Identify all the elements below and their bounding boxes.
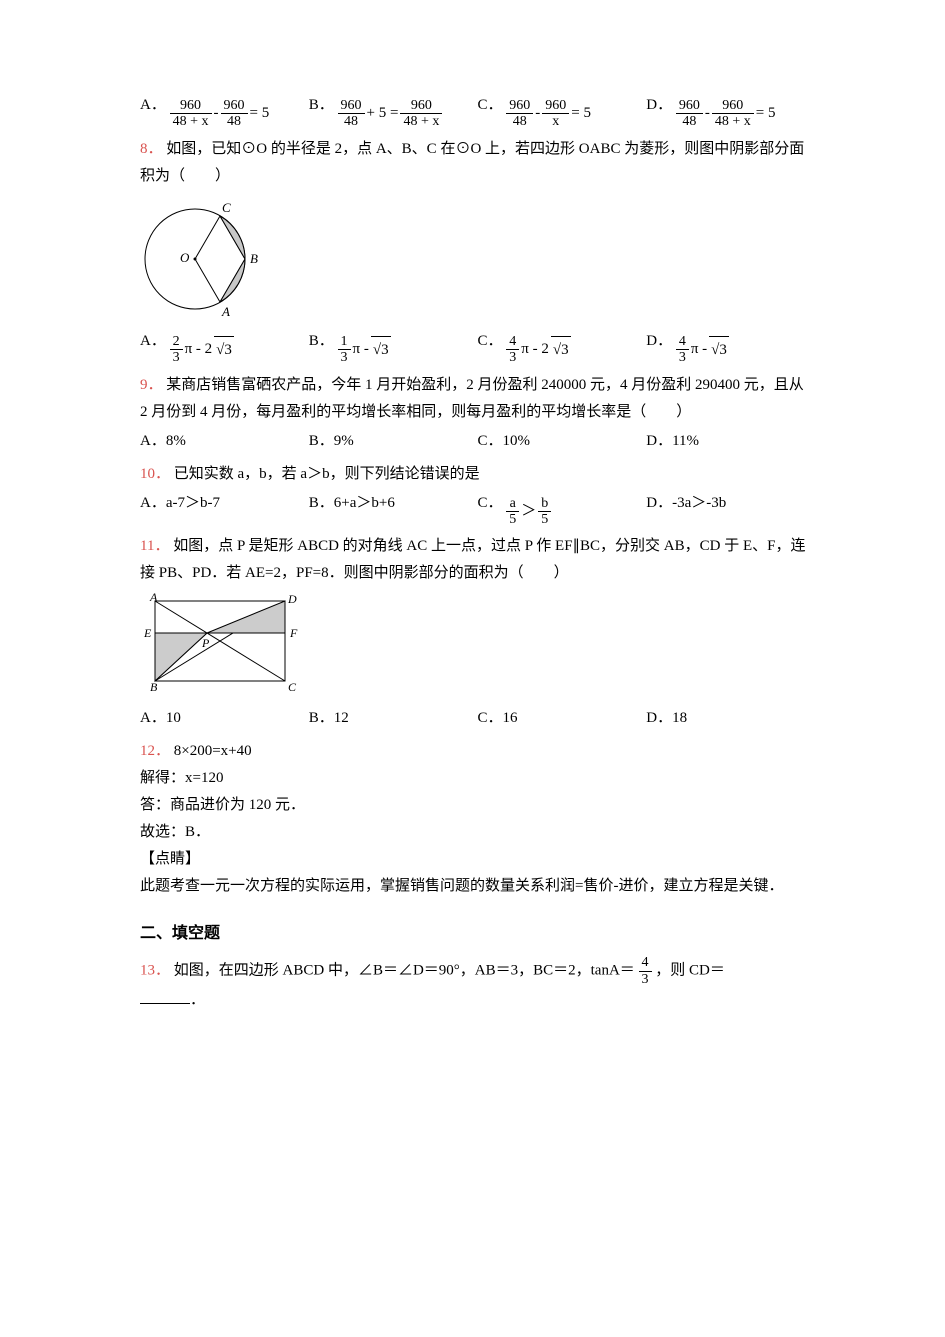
q10-opt-c: C． a5 ＞ b5	[478, 490, 647, 528]
q9-opt-a: A．8%	[140, 428, 309, 455]
lbl-B: B	[250, 251, 258, 266]
q12-line-4: 【点睛】	[140, 846, 815, 873]
q11-opt-b: B．12	[309, 705, 478, 732]
q10-options: A．a-7＞b-7 B．6+a＞b+6 C． a5 ＞ b5 D．-3a＞-3b	[140, 490, 815, 528]
q8-text: 如图，已知⊙O 的半径是 2，点 A、B、C 在⊙O 上，若四边形 OABC 为…	[140, 141, 804, 184]
q13-frac: 43	[639, 955, 652, 987]
q13: 13． 如图，在四边形 ABCD 中，∠B＝∠D＝90°，AB＝3，BC＝2，t…	[140, 955, 815, 987]
q11-options: A．10 B．12 C．16 D．18	[140, 705, 815, 732]
q9-text: 某商店销售富硒农产品，今年 1 月开始盈利，2 月份盈利 240000 元，4 …	[140, 377, 804, 420]
q13-blank-line: ．	[140, 987, 815, 1014]
svg-text:C: C	[288, 680, 297, 694]
q12-line-5: 此题考查一元一次方程的实际运用，掌握销售问题的数量关系利润=售价-进价，建立方程…	[140, 873, 815, 900]
q10-opt-b: B．6+a＞b+6	[309, 490, 478, 528]
q12-number: 12．	[140, 743, 170, 759]
q8: 8． 如图，已知⊙O 的半径是 2，点 A、B、C 在⊙O 上，若四边形 OAB…	[140, 136, 815, 190]
q8-number: 8．	[140, 141, 163, 157]
q8-opt-d: D． 43 π - √3	[646, 328, 815, 366]
q11-diagram: A D E F B C P	[140, 591, 815, 701]
q11-opt-a: A．10	[140, 705, 309, 732]
q8-opt-c: C． 43 π - 2 √3	[478, 328, 647, 366]
q8-diagram: O C B A	[140, 194, 815, 324]
q10-opt-d: D．-3a＞-3b	[646, 490, 815, 528]
q9: 9． 某商店销售富硒农产品，今年 1 月开始盈利，2 月份盈利 240000 元…	[140, 372, 815, 426]
section-2-title: 二、填空题	[140, 920, 815, 949]
svg-text:F: F	[289, 626, 298, 640]
q9-number: 9．	[140, 377, 163, 393]
q12-line-0: 8×200=x+40	[174, 743, 252, 759]
svg-text:D: D	[287, 592, 297, 606]
q7-opt-d: D． 96048 - 96048 + x = 5	[646, 92, 815, 130]
q11-text: 如图，点 P 是矩形 ABCD 的对角线 AC 上一点，过点 P 作 EF∥BC…	[140, 538, 805, 581]
q10-number: 10．	[140, 466, 170, 482]
q9-options: A．8% B．9% C．10% D．11%	[140, 428, 815, 455]
q7-opt-b: B． 96048 + 5 = 96048 + x	[309, 92, 478, 130]
q11: 11． 如图，点 P 是矩形 ABCD 的对角线 AC 上一点，过点 P 作 E…	[140, 533, 815, 587]
q8-opt-a: A． 23 π - 2 √3	[140, 328, 309, 366]
q10: 10． 已知实数 a，b，若 a＞b，则下列结论错误的是	[140, 461, 815, 488]
q7-opt-a: A． 96048 + x - 96048 = 5	[140, 92, 309, 130]
q12-line-1: 解得：x=120	[140, 765, 815, 792]
q11-opt-d: D．18	[646, 705, 815, 732]
q8-opt-b: B． 13 π - √3	[309, 328, 478, 366]
q11-opt-c: C．16	[478, 705, 647, 732]
lbl-C: C	[222, 200, 231, 215]
q7-options: A． 96048 + x - 96048 = 5 B． 96048 + 5 = …	[140, 92, 815, 130]
q10-text: 已知实数 a，b，若 a＞b，则下列结论错误的是	[174, 466, 480, 482]
q12: 12． 8×200=x+40	[140, 738, 815, 765]
lbl-O: O	[180, 250, 190, 265]
svg-text:A: A	[149, 591, 158, 604]
q12-line-3: 故选：B．	[140, 819, 815, 846]
q13-number: 13．	[140, 962, 170, 978]
q8-options: A． 23 π - 2 √3 B． 13 π - √3 C． 43 π - 2 …	[140, 328, 815, 366]
lbl-A: A	[221, 304, 230, 319]
q13-text-post: ，则 CD＝	[655, 962, 725, 978]
q7-opt-c: C． 96048 - 960x = 5	[478, 92, 647, 130]
q12-line-2: 答：商品进价为 120 元．	[140, 792, 815, 819]
svg-text:P: P	[201, 636, 210, 650]
svg-text:B: B	[150, 680, 158, 694]
q10-opt-a: A．a-7＞b-7	[140, 490, 309, 528]
q9-opt-c: C．10%	[478, 428, 647, 455]
q9-opt-d: D．11%	[646, 428, 815, 455]
q11-number: 11．	[140, 538, 169, 554]
q13-text-pre: 如图，在四边形 ABCD 中，∠B＝∠D＝90°，AB＝3，BC＝2，tanA＝	[174, 962, 635, 978]
svg-text:E: E	[143, 626, 152, 640]
q9-opt-b: B．9%	[309, 428, 478, 455]
q13-blank	[140, 988, 190, 1004]
